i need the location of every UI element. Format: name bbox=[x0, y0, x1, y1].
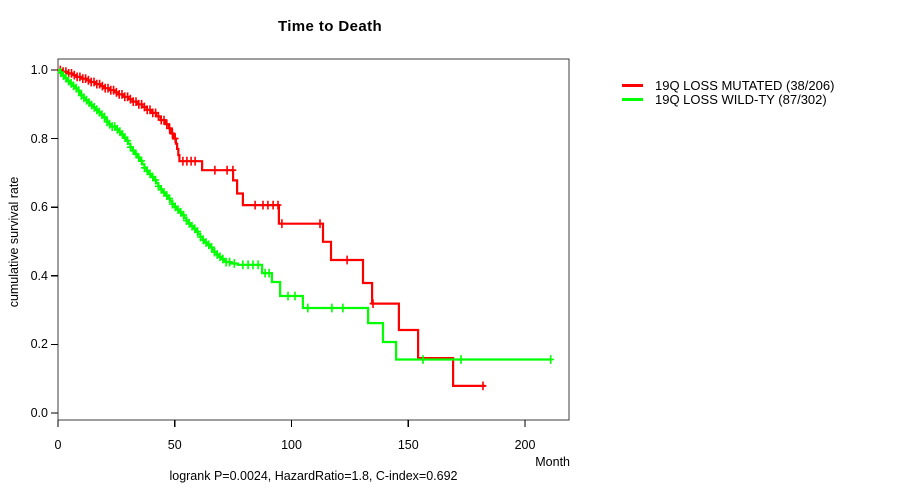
y-tick-label: 0.0 bbox=[30, 406, 48, 420]
legend-item: 19Q LOSS WILD-TY (87/302) bbox=[622, 91, 834, 107]
x-tick-label: 0 bbox=[54, 438, 62, 452]
y-tick-label: 0.8 bbox=[30, 131, 48, 146]
y-tick-label: 0.6 bbox=[30, 200, 48, 215]
y-tick-label: 0.4 bbox=[30, 268, 48, 283]
survival-curve-1 bbox=[58, 68, 551, 361]
legend-item: 19Q LOSS MUTATED (38/206) bbox=[622, 77, 835, 93]
legend-label: 19Q LOSS WILD-TY (87/302) bbox=[655, 91, 827, 107]
plot-box bbox=[57, 58, 570, 421]
censor-marks-1 bbox=[57, 68, 555, 364]
censor-marks-0 bbox=[56, 65, 487, 391]
chart-title: Time to Death bbox=[277, 18, 383, 35]
x-axis-title: Month bbox=[535, 455, 570, 469]
survival-curve-0 bbox=[58, 68, 486, 387]
legend-line-swatch bbox=[622, 97, 643, 101]
legend-label: 19Q LOSS MUTATED (38/206) bbox=[655, 77, 835, 93]
legend: 19Q LOSS MUTATED (38/206) 19Q LOSS WILD-T… bbox=[622, 77, 835, 107]
y-tick-label: 0.2 bbox=[30, 337, 48, 352]
x-tick-label: 50 bbox=[167, 438, 182, 452]
y-axis-title: cumulative survival rate bbox=[7, 176, 21, 308]
stats-annotation: logrank P=0.0024, HazardRatio=1.8, C-ind… bbox=[169, 469, 458, 483]
x-tick-label: 150 bbox=[397, 438, 419, 452]
x-tick-label: 200 bbox=[514, 438, 536, 452]
legend-line-swatch bbox=[622, 83, 643, 87]
x-tick-label: 100 bbox=[281, 438, 302, 452]
y-tick-label: 1.0 bbox=[30, 63, 48, 77]
